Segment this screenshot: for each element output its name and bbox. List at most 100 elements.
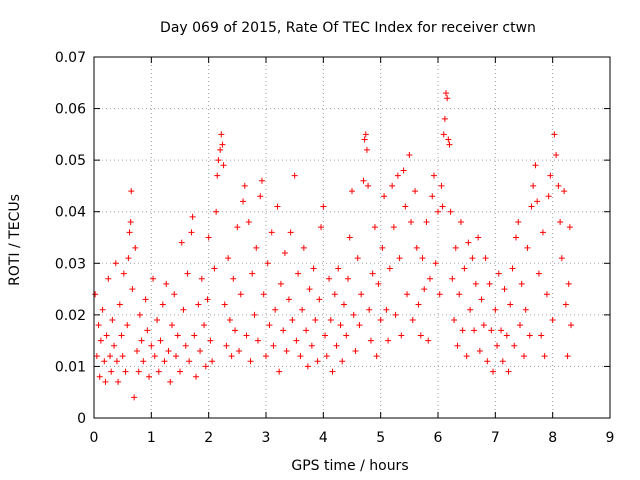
data-point [457, 219, 464, 226]
data-point [532, 162, 539, 169]
data-point [213, 208, 220, 215]
data-point [247, 358, 254, 365]
data-point [151, 353, 158, 360]
data-point [140, 358, 147, 365]
data-point [472, 280, 479, 287]
data-point [172, 353, 179, 360]
data-point [501, 286, 508, 293]
data-point [443, 90, 450, 97]
data-point [413, 244, 420, 251]
data-point [236, 347, 243, 354]
data-point [148, 342, 155, 349]
data-point [97, 337, 104, 344]
data-point [337, 322, 344, 329]
data-point [446, 141, 453, 148]
data-point [226, 317, 233, 324]
data-point [383, 306, 390, 313]
data-point [257, 193, 264, 200]
data-point [505, 368, 512, 375]
data-point [161, 358, 168, 365]
data-point [356, 322, 363, 329]
data-point [254, 337, 261, 344]
data-point [421, 286, 428, 293]
data-point [385, 337, 392, 344]
x-tick-label: 6 [434, 430, 443, 446]
data-point [174, 332, 181, 339]
data-point [402, 203, 409, 210]
x-axis-label: GPS time / hours [291, 458, 408, 474]
x-tick-label: 8 [548, 430, 557, 446]
data-point [335, 265, 342, 272]
data-point [323, 353, 330, 360]
data-point [409, 317, 416, 324]
data-point [327, 317, 334, 324]
data-point [306, 286, 313, 293]
data-point [95, 322, 102, 329]
data-point [165, 347, 172, 354]
y-tick-label: 0.07 [55, 50, 86, 66]
data-point [566, 224, 573, 231]
data-point [120, 270, 127, 277]
data-point [142, 296, 149, 303]
data-point [155, 368, 162, 375]
data-point [480, 322, 487, 329]
data-point [96, 373, 103, 380]
data-point [340, 301, 347, 308]
data-point [276, 368, 283, 375]
data-point [108, 368, 115, 375]
data-point [295, 270, 302, 277]
x-tick-label: 0 [90, 430, 99, 446]
data-point [274, 203, 281, 210]
data-point [205, 234, 212, 241]
data-point [180, 306, 187, 313]
data-point [283, 347, 290, 354]
data-point [171, 291, 178, 298]
data-point [197, 347, 204, 354]
data-point [435, 208, 441, 215]
data-point [191, 332, 198, 339]
data-point [281, 249, 288, 256]
data-point [400, 167, 407, 174]
x-tick-label: 9 [606, 430, 615, 446]
data-point [535, 270, 542, 277]
data-point [498, 327, 505, 334]
data-point [240, 198, 247, 205]
data-point [371, 224, 378, 231]
data-point [425, 337, 432, 344]
data-point [561, 188, 568, 195]
data-point [253, 244, 260, 251]
data-point [219, 141, 226, 148]
x-tick-label: 2 [204, 430, 213, 446]
data-point [467, 306, 474, 313]
data-point [314, 358, 321, 365]
data-point [492, 306, 499, 313]
data-point [223, 342, 230, 349]
data-point [476, 347, 483, 354]
x-tick-label: 5 [376, 430, 385, 446]
data-point [268, 229, 275, 236]
data-point [241, 182, 248, 189]
data-point [503, 332, 510, 339]
data-point [350, 311, 357, 318]
data-point [318, 224, 325, 231]
y-tick-label: 0.04 [55, 205, 86, 221]
data-point [329, 368, 336, 375]
data-point [221, 301, 228, 308]
data-point [188, 229, 195, 236]
data-point [516, 322, 523, 329]
y-axis-label: ROTI / TECUs [7, 194, 23, 286]
data-point [440, 131, 447, 138]
data-point [547, 172, 554, 179]
data-point [204, 296, 211, 303]
data-point [300, 244, 307, 251]
data-point [354, 255, 361, 262]
data-point [93, 353, 100, 360]
y-tick-label: 0.01 [55, 359, 86, 375]
data-point [263, 353, 269, 360]
data-point [218, 131, 225, 138]
data-point [280, 327, 287, 334]
data-point [404, 291, 411, 298]
data-point [214, 172, 221, 179]
data-point [118, 332, 125, 339]
